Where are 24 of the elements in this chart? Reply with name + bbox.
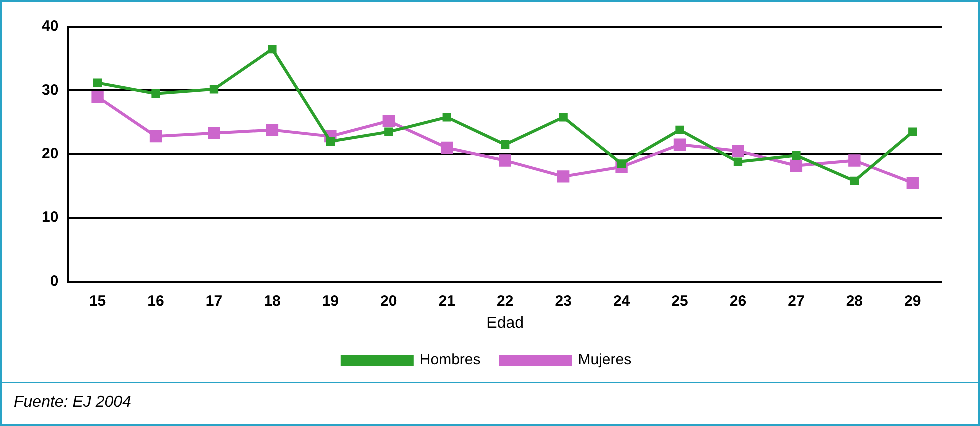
source-note: Fuente: EJ 2004 <box>14 394 132 412</box>
legend-label: Hombres <box>420 352 481 369</box>
x-tick-label: 22 <box>497 292 514 310</box>
legend-label: Mujeres <box>578 352 632 369</box>
x-tick-label: 29 <box>904 292 922 310</box>
x-tick-label: 23 <box>555 292 572 310</box>
x-tick-label: 28 <box>846 292 864 310</box>
x-tick-label: 18 <box>264 292 281 310</box>
y-tick-label: 20 <box>42 146 59 163</box>
y-tick-label: 40 <box>42 18 59 36</box>
x-axis-title: Edad <box>486 314 524 332</box>
x-tick-label: 26 <box>730 292 747 310</box>
x-tick-label: 15 <box>89 292 106 310</box>
y-tick-label: 0 <box>50 272 59 290</box>
y-tick-label: 10 <box>42 209 59 226</box>
x-tick-label: 24 <box>613 292 631 310</box>
x-tick-label: 21 <box>438 292 456 310</box>
x-tick-label: 20 <box>380 292 398 310</box>
y-tick-label: 30 <box>42 82 59 99</box>
x-tick-label: 17 <box>206 292 223 310</box>
x-tick-label: 16 <box>148 292 164 310</box>
x-tick-label: 25 <box>672 292 688 310</box>
x-tick-label: 27 <box>788 292 805 310</box>
x-tick-label: 19 <box>322 292 340 310</box>
